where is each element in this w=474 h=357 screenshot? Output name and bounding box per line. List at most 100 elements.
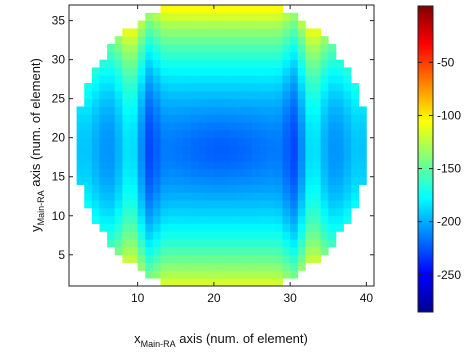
heatmap-cell [175, 231, 184, 240]
heatmap-cell [107, 83, 116, 92]
heatmap-cell [137, 246, 146, 256]
heatmap-cell [213, 12, 222, 22]
heatmap-cell [320, 223, 329, 232]
heatmap-cell [122, 246, 131, 256]
heatmap-cell [259, 51, 268, 61]
heatmap-cell [221, 59, 230, 68]
heatmap-cell [252, 246, 261, 256]
heatmap-cell [282, 254, 291, 263]
heatmap-cell [267, 36, 276, 45]
heatmap-cell [335, 176, 344, 185]
heatmap-cell [152, 59, 161, 68]
heatmap-cell [335, 129, 344, 139]
heatmap-cell [206, 192, 215, 201]
heatmap-cell [175, 122, 184, 131]
heatmap-cell [145, 192, 154, 201]
heatmap-cell [213, 184, 222, 193]
heatmap-cell [137, 231, 146, 240]
heatmap-cell [198, 176, 207, 185]
heatmap-cell [358, 114, 367, 123]
heatmap-cell [351, 200, 360, 209]
heatmap-cell [244, 83, 253, 92]
heatmap-cell [99, 75, 108, 84]
heatmap-cell [175, 153, 184, 162]
y-axis-label: yMain-RA axis (num. of element) [28, 58, 46, 232]
heatmap-cell [259, 223, 268, 232]
heatmap-cell [259, 67, 268, 76]
heatmap-cell [183, 176, 192, 185]
heatmap-cell [305, 223, 314, 232]
heatmap-cell [320, 51, 329, 61]
heatmap-cell [160, 184, 169, 193]
heatmap-cell [160, 145, 169, 154]
heatmap-cell [213, 44, 222, 53]
heatmap-cell [252, 270, 261, 279]
heatmap-cell [282, 67, 291, 76]
heatmap-cell [320, 231, 329, 240]
heatmap-cell [152, 231, 161, 240]
heatmap-cell [175, 161, 184, 170]
heatmap-cell [335, 59, 344, 68]
heatmap-cell [221, 44, 230, 53]
heatmap-cell [244, 184, 253, 193]
heatmap-cell [137, 67, 146, 76]
heatmap-cell [267, 122, 276, 131]
heatmap-cell [244, 67, 253, 76]
heatmap-cell [313, 153, 322, 162]
heatmap-cell [99, 161, 108, 170]
heatmap-cell [114, 246, 123, 256]
heatmap-cell [305, 129, 314, 139]
heatmap-cell [130, 44, 139, 53]
heatmap-cell [145, 59, 154, 68]
heatmap-cell [99, 215, 108, 224]
heatmap-cell [152, 122, 161, 131]
heatmap-cell [343, 75, 352, 84]
heatmap-cell [335, 106, 344, 115]
heatmap-cell [183, 200, 192, 209]
heatmap-cell [152, 67, 161, 76]
heatmap-cell [114, 137, 123, 146]
x-axis-ticks: 10 20 30 40 [131, 5, 373, 305]
heatmap-cell [130, 122, 139, 131]
heatmap-cell [229, 168, 238, 178]
heatmap-cell [343, 145, 352, 154]
heatmap-cell [114, 200, 123, 209]
heatmap-cell [274, 192, 283, 201]
heatmap-cell [297, 207, 306, 217]
heatmap-cell [107, 44, 116, 53]
colorbar-tick-label: -150 [437, 162, 461, 176]
heatmap-cell [99, 122, 108, 131]
heatmap-cell [122, 184, 131, 193]
heatmap-cell [229, 28, 238, 37]
heatmap-cell [91, 215, 100, 224]
heatmap-cell [259, 153, 268, 162]
heatmap-cell [297, 122, 306, 131]
heatmap-cell [259, 106, 268, 115]
heatmap-cell [99, 98, 108, 107]
heatmap-cell [343, 137, 352, 146]
heatmap-cell [175, 83, 184, 92]
heatmap-cell [168, 215, 177, 224]
heatmap-cell [160, 137, 169, 146]
heatmap-cell [198, 246, 207, 256]
heatmap-cell [259, 161, 268, 170]
heatmap-cell [267, 59, 276, 68]
heatmap-cell [305, 192, 314, 201]
heatmap-cell [282, 129, 291, 139]
heatmap-cell [236, 137, 245, 146]
heatmap-cell [183, 36, 192, 45]
heatmap-cell [351, 122, 360, 131]
heatmap-cell [198, 106, 207, 115]
colorbar [417, 5, 434, 313]
heatmap-cell [114, 207, 123, 217]
heatmap-cell [236, 215, 245, 224]
heatmap-cell [213, 207, 222, 217]
heatmap-cell [114, 44, 123, 53]
heatmap-cell [206, 67, 215, 76]
heatmap-cell [320, 67, 329, 76]
heatmap-cell [175, 90, 184, 100]
heatmap-cell [145, 168, 154, 178]
heatmap-cell [236, 28, 245, 37]
heatmap-cell [297, 44, 306, 53]
